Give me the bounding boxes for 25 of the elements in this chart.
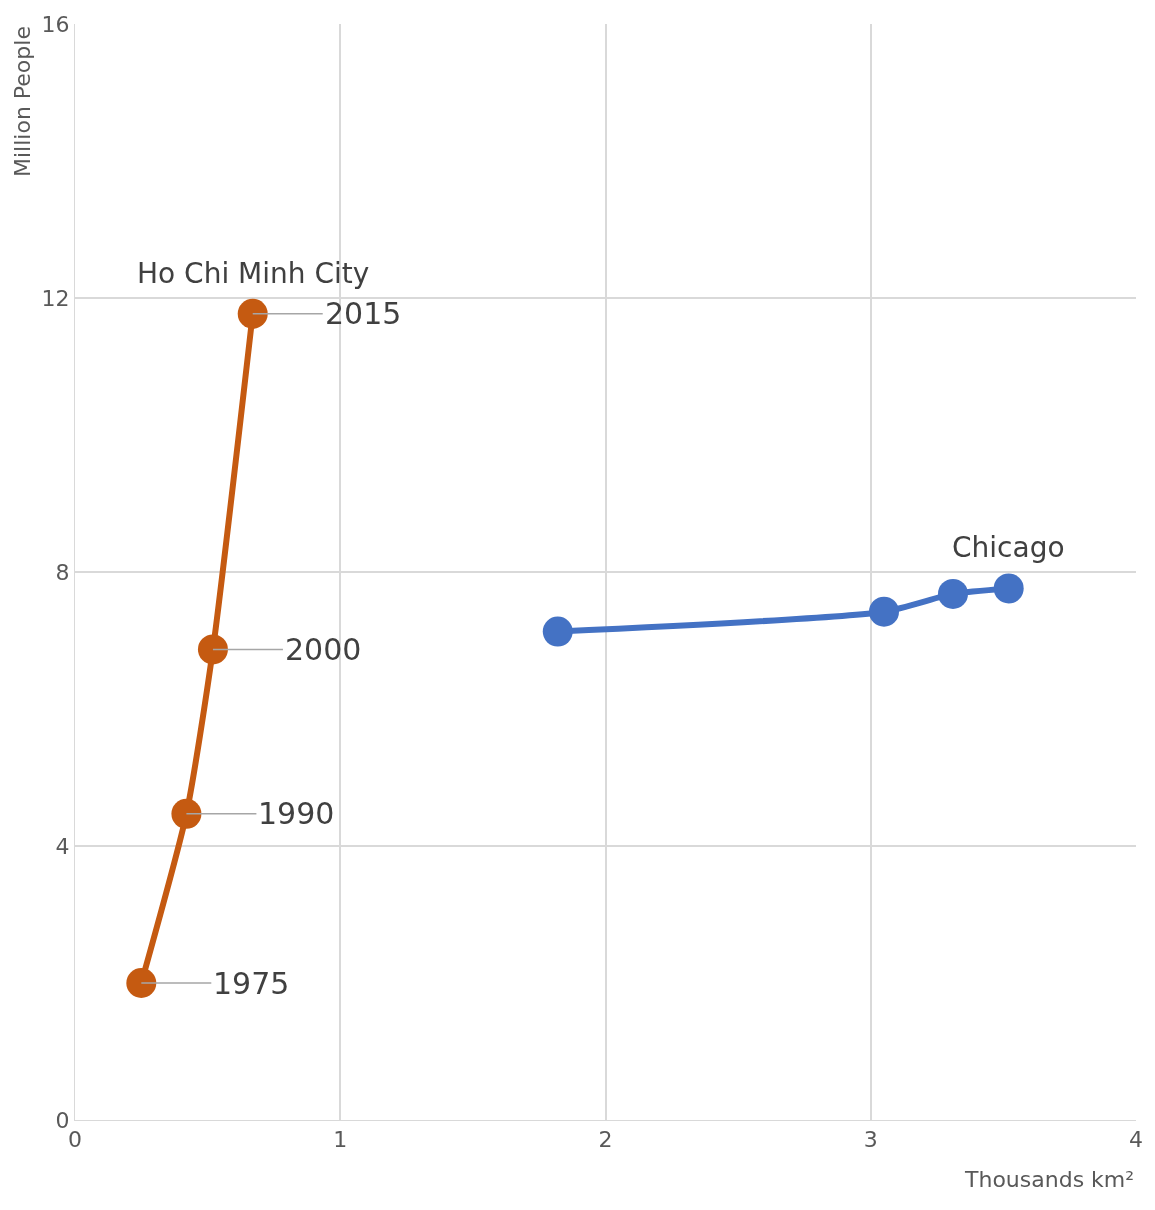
point xyxy=(869,596,900,627)
x-tick-label: 1 xyxy=(333,1127,348,1153)
point xyxy=(197,634,228,665)
point xyxy=(937,578,968,609)
annotation: 1975 xyxy=(213,966,290,1001)
y-tick-label: 0 xyxy=(55,1107,70,1133)
series-label: Ho Chi Minh City xyxy=(137,257,370,290)
point xyxy=(993,573,1024,604)
y-tick-label: 16 xyxy=(41,11,70,37)
point xyxy=(237,298,268,329)
annotation: 2015 xyxy=(325,296,402,331)
y-tick-label: 8 xyxy=(55,559,70,585)
y-tick-label: 4 xyxy=(55,833,70,859)
x-tick-label: 4 xyxy=(1129,1127,1143,1153)
x-axis-title: Thousands km² xyxy=(964,1167,1135,1192)
annotation: 2000 xyxy=(285,632,362,667)
point xyxy=(542,616,573,647)
annotation: 1990 xyxy=(258,796,335,831)
x-tick-label: 3 xyxy=(863,1127,878,1153)
x-tick-label: 2 xyxy=(598,1127,613,1153)
series-label: Chicago xyxy=(952,531,1065,564)
point xyxy=(126,968,157,998)
point xyxy=(171,798,202,829)
y-tick-label: 12 xyxy=(41,285,70,311)
y-axis-title: Million People xyxy=(10,26,35,177)
